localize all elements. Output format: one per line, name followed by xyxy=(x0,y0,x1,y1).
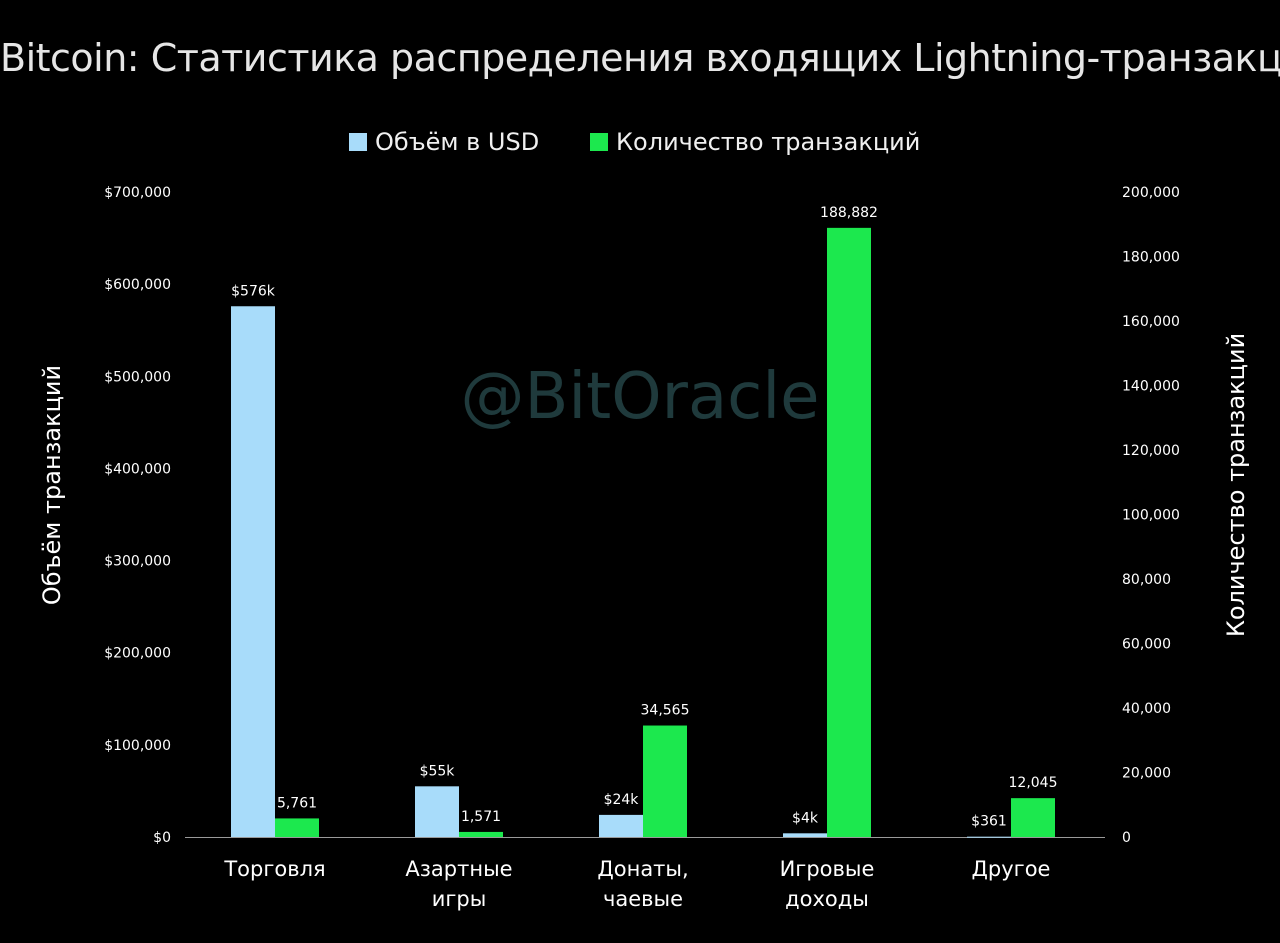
chart-legend: Объём в USD Количество транзакций xyxy=(0,128,1280,160)
bar-volume xyxy=(231,306,275,837)
right-tick-label: 80,000 xyxy=(1122,572,1171,588)
left-tick-label: $200,000 xyxy=(104,646,171,662)
left-tick-label: $700,000 xyxy=(104,185,171,201)
right-tick-label: 180,000 xyxy=(1122,250,1180,266)
category-label: Игровые доходы xyxy=(780,857,875,911)
data-label-volume: $361 xyxy=(971,814,1007,830)
chart-title: Bitcoin: Статистика распределения входящ… xyxy=(0,36,1280,80)
category-label: Азартные игры xyxy=(405,857,512,911)
left-tick-label: $100,000 xyxy=(104,738,171,754)
category-label-line: Другое xyxy=(972,857,1051,881)
category-label-line: Азартные xyxy=(405,857,512,881)
right-tick-label: 120,000 xyxy=(1122,443,1180,459)
bar-count xyxy=(827,227,871,838)
category-label-line: Торговля xyxy=(223,857,325,881)
bar-count xyxy=(1011,798,1055,837)
legend-label-count: Количество транзакций xyxy=(616,128,921,156)
bar-volume xyxy=(415,786,459,837)
left-tick-label: $400,000 xyxy=(104,461,171,477)
legend-item-volume: Объём в USD xyxy=(349,128,539,156)
category-label-line: чаевые xyxy=(603,887,683,911)
right-axis-title: Количество транзакций xyxy=(1222,333,1250,637)
watermark-text: @BitOracle xyxy=(460,360,819,434)
data-label-volume: $576k xyxy=(231,283,276,299)
left-tick-label: $500,000 xyxy=(104,369,171,385)
left-tick-label: $0 xyxy=(153,830,171,846)
left-axis-title: Объём транзакций xyxy=(38,365,66,605)
bar-volume xyxy=(599,814,643,837)
data-label-count: 5,761 xyxy=(277,795,317,811)
right-tick-label: 140,000 xyxy=(1122,379,1180,395)
right-tick-label: 20,000 xyxy=(1122,766,1171,782)
left-tick-label: $600,000 xyxy=(104,277,171,293)
data-label-count: 188,882 xyxy=(820,205,878,221)
category-label-line: доходы xyxy=(785,887,869,911)
category-label: Торговля xyxy=(223,857,325,881)
data-label-count: 12,045 xyxy=(1009,775,1058,791)
category-label-line: Игровые xyxy=(780,857,875,881)
category-label: Донаты, чаевые xyxy=(597,857,688,911)
right-tick-label: 100,000 xyxy=(1122,508,1180,524)
data-label-volume: $4k xyxy=(792,810,819,826)
bar-count xyxy=(459,831,503,837)
right-tick-label: 0 xyxy=(1122,830,1131,846)
data-label-volume: $55k xyxy=(420,763,456,779)
legend-swatch-volume xyxy=(349,133,367,151)
bar-volume xyxy=(967,836,1011,838)
data-label-count: 34,565 xyxy=(641,703,690,719)
bar-count xyxy=(275,818,319,837)
legend-item-count: Количество транзакций xyxy=(590,128,920,156)
bar-volume xyxy=(783,833,827,837)
right-tick-label: 200,000 xyxy=(1122,185,1180,201)
data-label-volume: $24k xyxy=(604,792,640,808)
category-label: Другое xyxy=(972,857,1051,881)
right-tick-label: 160,000 xyxy=(1122,314,1180,330)
right-tick-label: 40,000 xyxy=(1122,701,1171,717)
right-tick-label: 60,000 xyxy=(1122,637,1171,653)
category-label-line: игры xyxy=(432,887,487,911)
left-tick-label: $300,000 xyxy=(104,554,171,570)
category-label-line: Донаты, xyxy=(597,857,688,881)
legend-label-volume: Объём в USD xyxy=(375,128,540,156)
legend-swatch-count xyxy=(590,133,608,151)
data-label-count: 1,571 xyxy=(461,809,501,825)
bar-count xyxy=(643,725,687,837)
